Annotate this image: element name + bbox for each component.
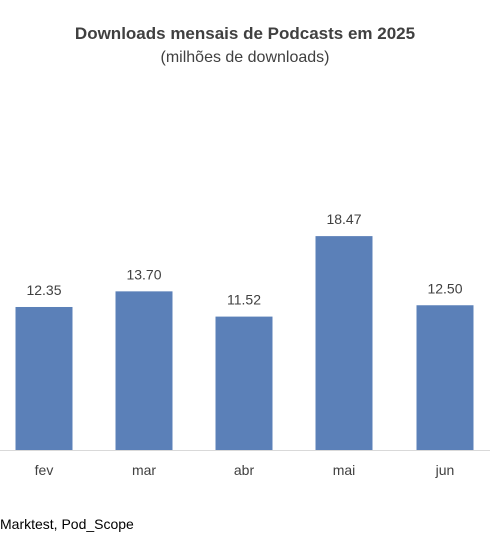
- bar-jun: [416, 305, 474, 450]
- bar-mar: [115, 291, 173, 450]
- x-tick-label-abr: abr: [234, 462, 255, 478]
- bar-abr: [215, 316, 273, 450]
- data-label-jun: 12.50: [427, 280, 462, 296]
- bar-mai: [315, 236, 373, 450]
- x-tick-label-mai: mai: [333, 462, 356, 478]
- source-note: Marktest, Pod_Scope: [0, 516, 134, 532]
- chart-title: Downloads mensais de Podcasts em 2025: [74, 24, 416, 43]
- data-label-mar: 13.70: [126, 266, 161, 282]
- data-label-fev: 12.35: [26, 282, 61, 298]
- x-tick-label-mar: mar: [132, 462, 156, 478]
- bar-fev: [15, 306, 73, 450]
- data-label-mai: 18.47: [326, 211, 361, 227]
- chart-subtitle: (milhões de downloads): [160, 49, 330, 66]
- data-label-abr: 11.52: [227, 292, 261, 308]
- x-tick-label-jun: jun: [435, 462, 455, 478]
- x-tick-label-fev: fev: [35, 462, 54, 478]
